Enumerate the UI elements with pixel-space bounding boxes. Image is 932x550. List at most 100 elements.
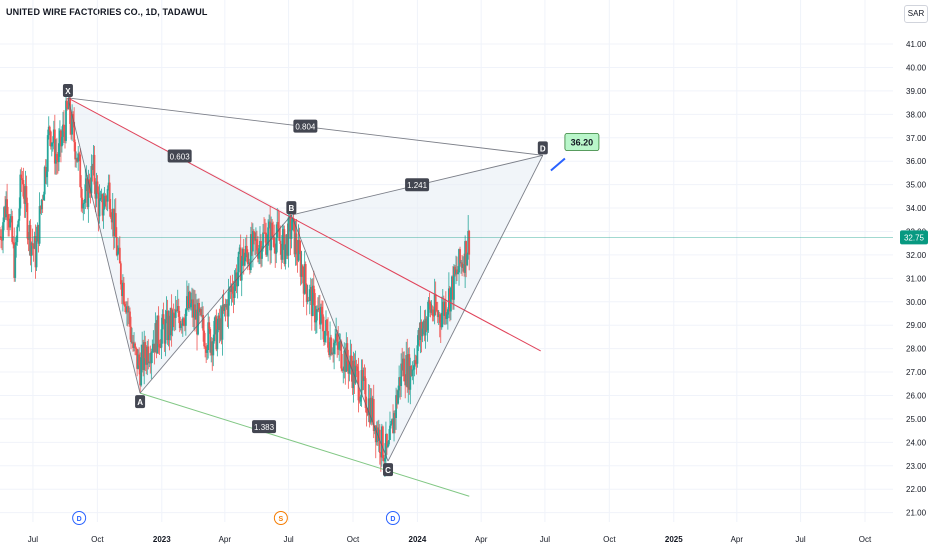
candle-body: [455, 269, 457, 275]
candle-body: [48, 126, 51, 132]
candle-body: [446, 309, 449, 315]
candlestick-series: [0, 89, 471, 477]
candle-body: [33, 236, 36, 249]
candle-body: [352, 360, 355, 389]
candle-body: [120, 284, 123, 297]
x-tick-label: Apr: [219, 535, 232, 544]
candle-body: [194, 304, 196, 320]
candle-body: [450, 287, 452, 312]
candle-body: [428, 300, 431, 304]
candle-body: [172, 312, 175, 314]
candle-body: [434, 294, 437, 311]
candle-body: [248, 262, 251, 271]
candle-body: [135, 347, 137, 349]
candle-body: [157, 315, 160, 344]
candle-body: [191, 299, 193, 304]
candle-body: [209, 329, 212, 353]
y-tick-label: 29.00: [906, 321, 927, 330]
candle-body: [261, 248, 263, 259]
candle-body: [55, 154, 58, 161]
event-label: D: [77, 516, 82, 523]
candle-body: [398, 377, 401, 391]
candle-body: [242, 249, 245, 266]
candle-body: [305, 284, 308, 302]
candle-body: [410, 366, 413, 376]
pattern-point-label: A: [137, 398, 143, 407]
ratio-label: 1.383: [254, 423, 275, 432]
candle-body: [145, 358, 148, 365]
candle-body: [128, 311, 130, 313]
candle-body: [140, 357, 143, 386]
y-tick-label: 24.00: [906, 438, 927, 447]
candle-body: [369, 397, 372, 423]
target-label: 36.20: [571, 138, 594, 148]
candle-body: [106, 188, 109, 202]
candle-body: [285, 234, 288, 245]
candle-body: [427, 300, 430, 317]
candle-body: [89, 192, 92, 194]
candle-body: [283, 229, 286, 264]
candle-body: [390, 423, 392, 426]
candle-body: [299, 250, 302, 277]
currency-selector[interactable]: SAR: [904, 5, 928, 23]
candle-body: [353, 360, 356, 384]
x-tick-label: Oct: [91, 535, 104, 544]
candle-body: [416, 345, 419, 364]
candle-body: [98, 199, 101, 217]
candle-body: [126, 306, 128, 313]
candle-body: [243, 257, 246, 266]
event-dividend-marker: [72, 511, 87, 525]
x-tick-label: Oct: [603, 535, 616, 544]
pattern-fill: [67, 97, 543, 462]
candle-body: [32, 245, 35, 249]
event-label: S: [279, 516, 284, 523]
candle-body: [193, 304, 195, 318]
candle-body: [102, 208, 105, 216]
candle-body: [323, 331, 325, 343]
candle-body: [371, 398, 374, 421]
candle-body: [205, 346, 208, 353]
candle-body: [282, 229, 285, 236]
candle-body: [161, 314, 164, 330]
candle-body: [389, 425, 391, 440]
candle-body: [454, 266, 456, 275]
candle-body: [228, 288, 231, 292]
pattern-point-label: C: [385, 466, 391, 475]
pattern-leg-ab: [139, 214, 292, 394]
candle-body: [11, 216, 14, 242]
candle-body: [65, 100, 67, 141]
candle-body: [213, 320, 216, 342]
pattern-point-badge: [135, 395, 146, 409]
candle-body: [424, 318, 427, 336]
candle-body: [66, 100, 68, 108]
candle-body: [117, 247, 120, 252]
candle-body: [74, 142, 77, 160]
ratio-label: 0.804: [295, 123, 316, 132]
candle-body: [418, 330, 421, 340]
candle-body: [196, 309, 198, 335]
candle-body: [85, 178, 88, 185]
candle-body: [362, 376, 365, 382]
candle-body: [10, 216, 13, 219]
ac-line: [139, 392, 470, 497]
candle-body: [198, 303, 200, 313]
candle-body: [313, 293, 316, 323]
candle-body: [224, 304, 227, 308]
candle-body: [25, 186, 28, 203]
candle-body: [19, 174, 22, 209]
candle-body: [302, 276, 305, 294]
candle-body: [166, 310, 169, 341]
candle-body: [265, 232, 267, 255]
candle-body: [460, 262, 462, 264]
candle-body: [360, 370, 363, 397]
y-tick-label: 22.00: [906, 485, 927, 494]
candle-body: [225, 304, 228, 308]
candle-body: [52, 129, 55, 143]
pattern-triangle-xab: [67, 97, 292, 394]
candle-body: [407, 354, 410, 388]
candle-body: [351, 368, 354, 389]
candle-body: [16, 226, 19, 243]
candle-body: [77, 153, 80, 162]
